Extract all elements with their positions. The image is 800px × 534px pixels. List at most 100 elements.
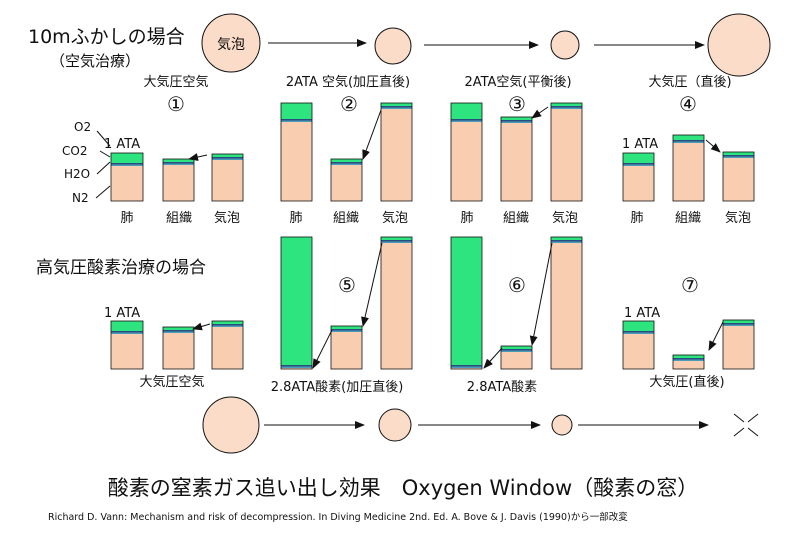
bar-outline bbox=[330, 158, 363, 202]
co2-segment bbox=[551, 106, 582, 108]
caption-panel-7: 2.8ATA酸素 bbox=[467, 380, 537, 395]
o2-segment bbox=[551, 237, 582, 240]
number-panel-6: ⑤ bbox=[338, 273, 356, 297]
n2-segment bbox=[111, 166, 143, 201]
h2o-segment bbox=[673, 141, 704, 143]
h2o-segment bbox=[501, 350, 532, 352]
co2-segment bbox=[381, 106, 412, 108]
number-panel-2: ② bbox=[340, 92, 358, 116]
caption-panel-2: 2ATA 空気(加圧直後) bbox=[286, 74, 410, 90]
col-label-lung: 肺 bbox=[630, 211, 643, 226]
n2-segment bbox=[623, 334, 654, 369]
n2-segment bbox=[451, 122, 482, 201]
h2o-segment bbox=[281, 120, 312, 122]
co2-segment bbox=[623, 331, 654, 333]
bar-p1-tissue bbox=[162, 158, 195, 202]
arrow-panel-8 bbox=[708, 321, 724, 351]
bar-outline bbox=[722, 151, 755, 202]
n2-segment bbox=[551, 243, 582, 369]
co2-segment bbox=[501, 349, 532, 351]
h2o-segment bbox=[723, 324, 754, 326]
co2-segment bbox=[281, 365, 312, 367]
bar-outline bbox=[330, 325, 363, 370]
bar-p5-lung bbox=[110, 320, 144, 370]
col-label-bubble: 気泡 bbox=[214, 210, 240, 226]
col-label-bubble: 気泡 bbox=[382, 210, 408, 226]
n2-segment bbox=[501, 123, 532, 201]
n2-segment bbox=[723, 158, 754, 201]
n2-segment bbox=[623, 166, 654, 201]
o2-segment bbox=[331, 159, 362, 162]
n2-segment bbox=[451, 368, 482, 369]
col-label-lung: 肺 bbox=[289, 211, 302, 226]
legend-line-o2 bbox=[96, 130, 111, 147]
bar-outline bbox=[211, 320, 244, 370]
bar-outline bbox=[211, 153, 244, 202]
h2o-segment bbox=[451, 366, 482, 368]
n2-segment bbox=[381, 243, 412, 369]
arrow-panel-1 bbox=[188, 153, 208, 161]
o2-segment bbox=[551, 103, 582, 106]
bubble-label: 気泡 bbox=[217, 37, 245, 53]
o2-segment bbox=[212, 321, 243, 324]
ata-label-panel-5: 1 ATA bbox=[104, 306, 140, 321]
bar-p4-tissue bbox=[672, 134, 705, 202]
bar-outline bbox=[722, 319, 755, 370]
co2-segment bbox=[111, 163, 143, 165]
co2-segment bbox=[623, 163, 654, 165]
bar-outline bbox=[110, 152, 144, 202]
caption-panel-5: 大気圧空気 bbox=[139, 374, 204, 390]
h2o-segment bbox=[111, 164, 143, 166]
co2-segment bbox=[331, 329, 362, 331]
o2-segment bbox=[723, 320, 754, 323]
bar-p1-bubble bbox=[211, 153, 244, 202]
n2-segment bbox=[331, 165, 362, 201]
n2-segment bbox=[501, 352, 532, 369]
caption-panel-8: 大気圧(直後) bbox=[649, 374, 724, 390]
legend-n2: N2 bbox=[72, 191, 89, 205]
o2-segment bbox=[163, 159, 194, 162]
bar-outline bbox=[550, 102, 583, 202]
bar-p4-lung bbox=[622, 152, 655, 202]
bar-p7-tissue bbox=[500, 345, 533, 370]
n2-segment bbox=[163, 333, 194, 369]
co2-segment bbox=[723, 155, 754, 157]
n2-segment bbox=[212, 160, 243, 201]
n2-segment bbox=[163, 165, 194, 201]
o2-segment bbox=[623, 321, 654, 331]
number-panel-1: ① bbox=[167, 92, 185, 116]
n2-segment bbox=[111, 334, 143, 369]
bar-outline bbox=[162, 158, 195, 202]
legend-o2: O2 bbox=[74, 120, 91, 134]
bar-outline bbox=[672, 354, 705, 370]
number-panel-8: ⑦ bbox=[681, 273, 699, 297]
co2-segment bbox=[163, 162, 194, 164]
bar-p1-lung bbox=[110, 152, 144, 202]
column-labels-panel-4: 肺 組織 気泡 bbox=[630, 210, 751, 226]
bar-p6-tissue bbox=[330, 325, 363, 370]
bar-p8-tissue bbox=[672, 354, 705, 370]
scenario-hbo-label: 高気圧酸素治療の場合 bbox=[36, 258, 206, 278]
arrow-panel-2 bbox=[362, 109, 382, 160]
col-label-lung: 肺 bbox=[120, 211, 133, 226]
h2o-segment bbox=[331, 163, 362, 165]
bar-outline bbox=[280, 236, 313, 370]
bar-p4-bubble bbox=[722, 151, 755, 202]
ata-label-panel-8: 1 ATA bbox=[624, 306, 660, 321]
o2-segment bbox=[501, 346, 532, 349]
o2-segment bbox=[673, 135, 704, 140]
o2-segment bbox=[381, 103, 412, 106]
o2-segment bbox=[723, 152, 754, 155]
o2-segment bbox=[381, 237, 412, 240]
bar-p5-bubble bbox=[211, 320, 244, 370]
arrow-panel-7a bbox=[529, 242, 553, 346]
o2-segment bbox=[331, 326, 362, 329]
n2-segment bbox=[281, 122, 312, 201]
arrow-panel-7b bbox=[483, 347, 503, 369]
bubble-regrown bbox=[707, 13, 771, 77]
col-label-tissue: 組織 bbox=[503, 211, 529, 226]
h2o-segment bbox=[111, 332, 143, 334]
bar-p7-bubble bbox=[550, 236, 583, 370]
bubble-bottom-medium bbox=[378, 408, 412, 442]
bar-p7-lung bbox=[450, 236, 483, 370]
